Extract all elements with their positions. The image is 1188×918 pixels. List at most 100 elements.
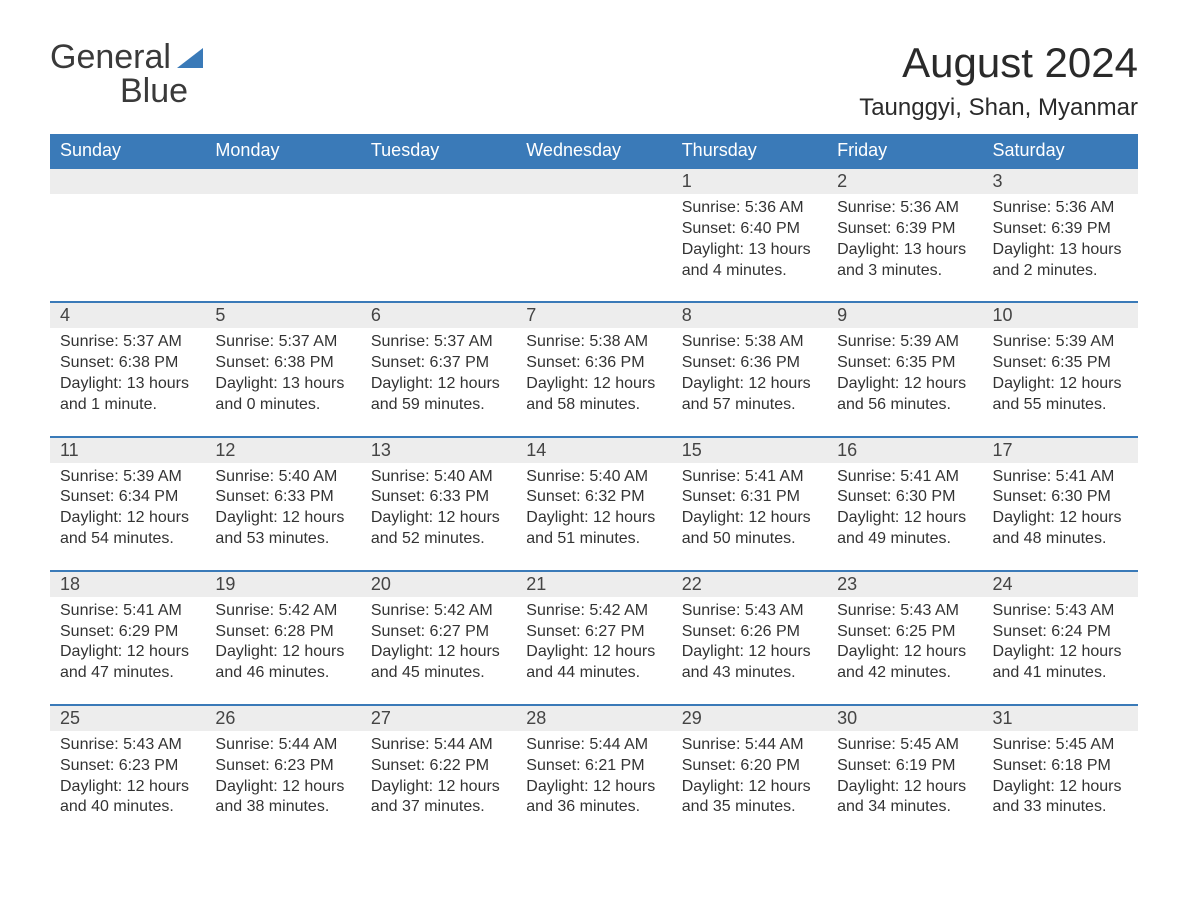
day-detail-cell: Sunrise: 5:44 AMSunset: 6:22 PMDaylight:… bbox=[361, 731, 516, 838]
sunset-line: Sunset: 6:26 PM bbox=[682, 622, 817, 643]
sunrise-line: Sunrise: 5:43 AM bbox=[993, 601, 1128, 622]
sunset-line: Sunset: 6:28 PM bbox=[215, 622, 350, 643]
day-number-cell: 20 bbox=[361, 571, 516, 597]
daylight-line: Daylight: 12 hours and 52 minutes. bbox=[371, 508, 506, 550]
day-detail-cell: Sunrise: 5:37 AMSunset: 6:38 PMDaylight:… bbox=[205, 328, 360, 436]
day-detail-cell: Sunrise: 5:36 AMSunset: 6:39 PMDaylight:… bbox=[983, 194, 1138, 302]
day-number-cell: 31 bbox=[983, 705, 1138, 731]
logo-triangle-icon bbox=[171, 48, 203, 73]
weekday-header: Tuesday bbox=[361, 134, 516, 168]
day-detail-cell: Sunrise: 5:37 AMSunset: 6:38 PMDaylight:… bbox=[50, 328, 205, 436]
day-number-cell: 27 bbox=[361, 705, 516, 731]
daylight-line: Daylight: 13 hours and 1 minute. bbox=[60, 374, 195, 416]
daylight-line: Daylight: 13 hours and 4 minutes. bbox=[682, 240, 817, 282]
sunset-line: Sunset: 6:33 PM bbox=[371, 487, 506, 508]
calendar-table: SundayMondayTuesdayWednesdayThursdayFrid… bbox=[50, 134, 1138, 838]
day-number-cell: 23 bbox=[827, 571, 982, 597]
sunset-line: Sunset: 6:38 PM bbox=[60, 353, 195, 374]
daylight-line: Daylight: 12 hours and 47 minutes. bbox=[60, 642, 195, 684]
sunrise-line: Sunrise: 5:38 AM bbox=[526, 332, 661, 353]
day-detail-cell: Sunrise: 5:43 AMSunset: 6:24 PMDaylight:… bbox=[983, 597, 1138, 705]
day-number-row: 45678910 bbox=[50, 302, 1138, 328]
day-number-cell: 9 bbox=[827, 302, 982, 328]
sunrise-line: Sunrise: 5:42 AM bbox=[371, 601, 506, 622]
sunset-line: Sunset: 6:20 PM bbox=[682, 756, 817, 777]
sunrise-line: Sunrise: 5:44 AM bbox=[526, 735, 661, 756]
title-block: August 2024 Taunggyi, Shan, Myanmar bbox=[859, 40, 1138, 122]
location-subtitle: Taunggyi, Shan, Myanmar bbox=[859, 94, 1138, 122]
day-number-cell bbox=[205, 168, 360, 194]
day-number-row: 11121314151617 bbox=[50, 437, 1138, 463]
day-detail-cell: Sunrise: 5:41 AMSunset: 6:30 PMDaylight:… bbox=[983, 463, 1138, 571]
day-detail-cell: Sunrise: 5:43 AMSunset: 6:26 PMDaylight:… bbox=[672, 597, 827, 705]
day-detail-cell: Sunrise: 5:37 AMSunset: 6:37 PMDaylight:… bbox=[361, 328, 516, 436]
day-detail-cell: Sunrise: 5:42 AMSunset: 6:27 PMDaylight:… bbox=[361, 597, 516, 705]
day-detail-cell: Sunrise: 5:43 AMSunset: 6:25 PMDaylight:… bbox=[827, 597, 982, 705]
header: General Blue August 2024 Taunggyi, Shan,… bbox=[50, 40, 1138, 122]
day-detail-cell: Sunrise: 5:45 AMSunset: 6:19 PMDaylight:… bbox=[827, 731, 982, 838]
weekday-header: Saturday bbox=[983, 134, 1138, 168]
logo-text: General Blue bbox=[50, 40, 203, 108]
daylight-line: Daylight: 12 hours and 58 minutes. bbox=[526, 374, 661, 416]
day-detail-cell: Sunrise: 5:40 AMSunset: 6:32 PMDaylight:… bbox=[516, 463, 671, 571]
day-detail-row: Sunrise: 5:43 AMSunset: 6:23 PMDaylight:… bbox=[50, 731, 1138, 838]
day-number-cell: 8 bbox=[672, 302, 827, 328]
sunset-line: Sunset: 6:33 PM bbox=[215, 487, 350, 508]
weekday-header: Thursday bbox=[672, 134, 827, 168]
sunrise-line: Sunrise: 5:41 AM bbox=[837, 467, 972, 488]
sunset-line: Sunset: 6:38 PM bbox=[215, 353, 350, 374]
sunrise-line: Sunrise: 5:40 AM bbox=[215, 467, 350, 488]
day-detail-row: Sunrise: 5:37 AMSunset: 6:38 PMDaylight:… bbox=[50, 328, 1138, 436]
sunrise-line: Sunrise: 5:43 AM bbox=[682, 601, 817, 622]
sunset-line: Sunset: 6:18 PM bbox=[993, 756, 1128, 777]
sunset-line: Sunset: 6:39 PM bbox=[837, 219, 972, 240]
day-number-cell: 13 bbox=[361, 437, 516, 463]
day-number-cell: 26 bbox=[205, 705, 360, 731]
weekday-header-row: SundayMondayTuesdayWednesdayThursdayFrid… bbox=[50, 134, 1138, 168]
day-detail-cell: Sunrise: 5:43 AMSunset: 6:23 PMDaylight:… bbox=[50, 731, 205, 838]
sunset-line: Sunset: 6:23 PM bbox=[60, 756, 195, 777]
day-number-cell: 24 bbox=[983, 571, 1138, 597]
weekday-header: Friday bbox=[827, 134, 982, 168]
day-number-cell bbox=[516, 168, 671, 194]
sunset-line: Sunset: 6:37 PM bbox=[371, 353, 506, 374]
sunrise-line: Sunrise: 5:39 AM bbox=[993, 332, 1128, 353]
day-number-cell: 29 bbox=[672, 705, 827, 731]
day-detail-cell: Sunrise: 5:39 AMSunset: 6:34 PMDaylight:… bbox=[50, 463, 205, 571]
sunrise-line: Sunrise: 5:41 AM bbox=[60, 601, 195, 622]
daylight-line: Daylight: 12 hours and 34 minutes. bbox=[837, 777, 972, 819]
day-detail-cell: Sunrise: 5:44 AMSunset: 6:23 PMDaylight:… bbox=[205, 731, 360, 838]
daylight-line: Daylight: 13 hours and 0 minutes. bbox=[215, 374, 350, 416]
day-number-cell: 3 bbox=[983, 168, 1138, 194]
day-number-cell: 14 bbox=[516, 437, 671, 463]
day-number-cell: 12 bbox=[205, 437, 360, 463]
sunrise-line: Sunrise: 5:45 AM bbox=[993, 735, 1128, 756]
sunset-line: Sunset: 6:27 PM bbox=[526, 622, 661, 643]
sunset-line: Sunset: 6:21 PM bbox=[526, 756, 661, 777]
daylight-line: Daylight: 13 hours and 2 minutes. bbox=[993, 240, 1128, 282]
day-detail-cell bbox=[361, 194, 516, 302]
daylight-line: Daylight: 12 hours and 50 minutes. bbox=[682, 508, 817, 550]
day-detail-cell bbox=[205, 194, 360, 302]
sunset-line: Sunset: 6:35 PM bbox=[993, 353, 1128, 374]
sunset-line: Sunset: 6:30 PM bbox=[993, 487, 1128, 508]
sunset-line: Sunset: 6:32 PM bbox=[526, 487, 661, 508]
day-detail-cell: Sunrise: 5:41 AMSunset: 6:31 PMDaylight:… bbox=[672, 463, 827, 571]
day-detail-cell: Sunrise: 5:44 AMSunset: 6:21 PMDaylight:… bbox=[516, 731, 671, 838]
day-detail-cell: Sunrise: 5:38 AMSunset: 6:36 PMDaylight:… bbox=[516, 328, 671, 436]
sunrise-line: Sunrise: 5:38 AM bbox=[682, 332, 817, 353]
day-number-row: 25262728293031 bbox=[50, 705, 1138, 731]
sunrise-line: Sunrise: 5:37 AM bbox=[371, 332, 506, 353]
day-number-cell: 28 bbox=[516, 705, 671, 731]
day-detail-cell bbox=[50, 194, 205, 302]
day-detail-row: Sunrise: 5:41 AMSunset: 6:29 PMDaylight:… bbox=[50, 597, 1138, 705]
day-number-row: 123 bbox=[50, 168, 1138, 194]
logo-word1: General bbox=[50, 38, 171, 76]
day-number-cell: 6 bbox=[361, 302, 516, 328]
daylight-line: Daylight: 12 hours and 42 minutes. bbox=[837, 642, 972, 684]
day-detail-row: Sunrise: 5:36 AMSunset: 6:40 PMDaylight:… bbox=[50, 194, 1138, 302]
sunrise-line: Sunrise: 5:37 AM bbox=[215, 332, 350, 353]
day-number-cell: 16 bbox=[827, 437, 982, 463]
daylight-line: Daylight: 12 hours and 35 minutes. bbox=[682, 777, 817, 819]
day-number-cell bbox=[50, 168, 205, 194]
